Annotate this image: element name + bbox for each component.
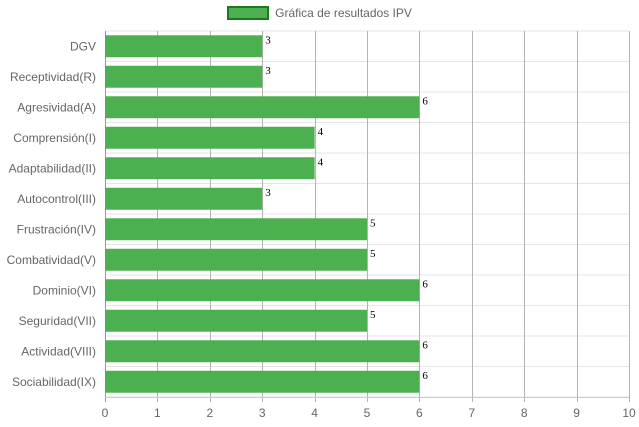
data-label: 5 — [370, 248, 376, 260]
bar — [105, 96, 420, 119]
category-label: Seguridad(VII) — [19, 314, 96, 328]
data-label: 3 — [265, 34, 271, 46]
category-label: Actividad(VIII) — [21, 344, 96, 358]
x-tick-label: 3 — [259, 406, 266, 420]
x-tick-label: 8 — [521, 406, 528, 420]
category-label: Adaptabilidad(II) — [9, 161, 96, 175]
x-tick-label: 7 — [468, 406, 475, 420]
legend-swatch — [227, 6, 270, 20]
category-label: Sociabilidad(IX) — [12, 375, 96, 389]
data-label: 4 — [318, 156, 324, 168]
chart-legend[interactable]: Gráfica de resultados IPV — [0, 6, 639, 23]
bar — [105, 35, 263, 58]
data-label: 6 — [422, 370, 428, 382]
legend-label: Gráfica de resultados IPV — [275, 6, 412, 20]
x-tick-label: 6 — [416, 406, 423, 420]
category-label: Receptividad(R) — [10, 70, 96, 84]
bar — [105, 157, 315, 180]
bar — [105, 309, 367, 332]
category-label: Dominio(VI) — [33, 283, 96, 297]
category-label: Autocontrol(III) — [17, 192, 96, 206]
x-tick-label: 9 — [573, 406, 580, 420]
bar — [105, 248, 367, 271]
data-label: 3 — [265, 65, 271, 77]
bar — [105, 126, 315, 149]
x-tick-label: 4 — [311, 406, 318, 420]
data-label: 5 — [370, 217, 376, 229]
data-label: 6 — [422, 278, 428, 290]
x-tick-label: 2 — [206, 406, 213, 420]
x-tick-label: 0 — [102, 406, 109, 420]
category-label: Agresividad(A) — [17, 100, 96, 114]
data-label: 3 — [265, 187, 271, 199]
data-label: 4 — [318, 126, 324, 138]
bar — [105, 370, 420, 393]
data-label: 5 — [370, 309, 376, 321]
data-label: 6 — [422, 95, 428, 107]
bar — [105, 279, 420, 302]
x-tick-label: 1 — [154, 406, 161, 420]
bar — [105, 340, 420, 363]
bar — [105, 187, 263, 210]
category-label: Frustración(IV) — [17, 222, 96, 236]
x-tick-label: 10 — [622, 406, 636, 420]
category-label: Combatividad(V) — [7, 253, 96, 267]
bar — [105, 218, 367, 241]
x-tick-label: 5 — [364, 406, 371, 420]
bar — [105, 65, 263, 88]
data-label: 6 — [422, 339, 428, 351]
category-label: Comprensión(I) — [13, 131, 96, 145]
category-label: DGV — [70, 39, 96, 53]
